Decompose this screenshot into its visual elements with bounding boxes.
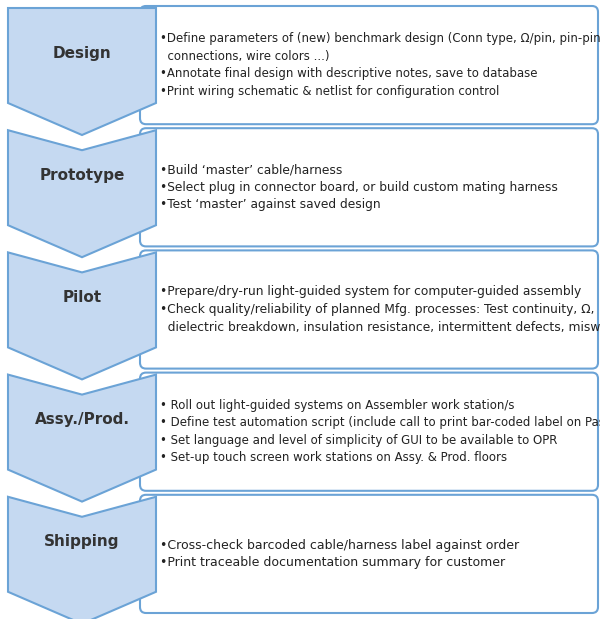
Polygon shape [8,497,156,619]
Text: Design: Design [53,46,112,61]
FancyBboxPatch shape [140,251,598,368]
FancyBboxPatch shape [140,128,598,246]
Text: •Cross-check barcoded cable/harness label against order
•Print traceable documen: •Cross-check barcoded cable/harness labe… [160,539,519,569]
Polygon shape [8,130,156,258]
Polygon shape [8,374,156,501]
Text: Shipping: Shipping [44,534,120,550]
FancyBboxPatch shape [140,373,598,491]
Text: •Define parameters of (new) benchmark design (Conn type, Ω/pin, pin-pin
  connec: •Define parameters of (new) benchmark de… [160,32,600,98]
Text: •Build ‘master’ cable/harness
•Select plug in connector board, or build custom m: •Build ‘master’ cable/harness •Select pl… [160,163,558,211]
Text: Pilot: Pilot [62,290,101,305]
Text: • Roll out light-guided systems on Assembler work station/s
• Define test automa: • Roll out light-guided systems on Assem… [160,399,600,464]
Polygon shape [8,8,156,135]
FancyBboxPatch shape [140,495,598,613]
Text: Assy./Prod.: Assy./Prod. [35,412,130,427]
Text: •Prepare/dry-run light-guided system for computer-guided assembly
•Check quality: •Prepare/dry-run light-guided system for… [160,285,600,334]
Polygon shape [8,253,156,379]
Text: Prototype: Prototype [40,168,125,183]
FancyBboxPatch shape [140,6,598,124]
